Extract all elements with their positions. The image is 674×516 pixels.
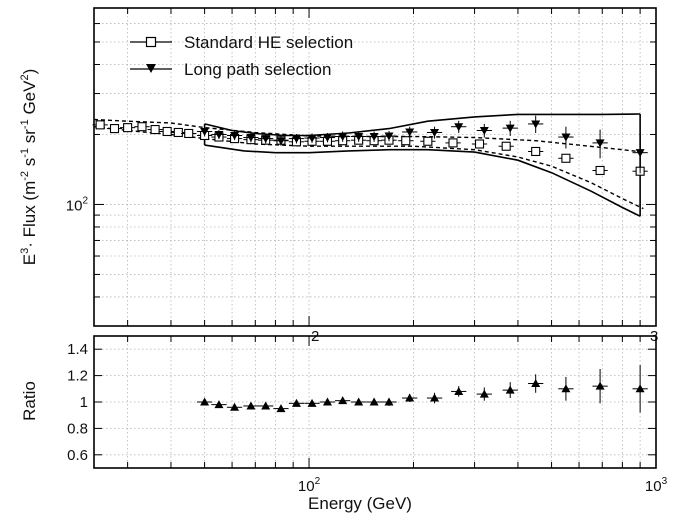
legend-entry-standard-he: Standard HE selection [130,33,353,52]
ratio-y-tick-label: 0.6 [67,447,88,464]
ratio-point [505,385,515,394]
standard-he-point [401,136,411,146]
ratio-point [454,386,464,395]
standard-he-point [123,123,133,133]
standard-he-point [595,165,605,176]
long-path-point [369,133,379,142]
ratio-point [479,389,489,398]
ratio-y-axis-label: Ratio [20,381,39,421]
ratio-point [595,381,605,390]
legend-entry-long-path: Long path selection [130,60,331,79]
legend-filled-triangle-marker [146,64,156,73]
solid-band-upper [204,113,641,137]
ratio-y-tick-label: 1.4 [67,341,88,358]
ratio-point [354,397,364,406]
long-path-point [291,135,301,144]
ratio-point [384,397,394,406]
long-path-point [214,130,224,139]
long-path-point [430,128,440,137]
long-path-point [246,134,256,143]
ratio-series [196,365,648,413]
ratio-point [291,398,301,407]
x-axis-label: Energy (GeV) [308,494,412,513]
legend: Standard HE selection Long path selectio… [130,33,353,79]
long-path-point [200,127,210,136]
standard-he-point [150,124,160,135]
flux-axis-ticks [94,8,657,326]
long-path-point [561,133,571,142]
standard-he-point [162,126,172,137]
ratio-point [635,384,645,393]
ratio-point [430,393,440,402]
long-path-point [338,133,348,142]
standard-he-point [531,146,541,157]
ratio-x-tick-label-100: 102 [298,476,321,495]
long-path-point [405,128,415,137]
ratio-y-tick-label: 1 [80,394,88,411]
standard-he-point [173,127,183,138]
ratio-point [405,393,415,402]
flux-y-tick-label-100: 102 [66,195,89,214]
ratio-point [230,402,240,411]
long-path-point [261,135,271,144]
standard-he-point [184,128,194,139]
ratio-point [307,398,317,407]
flux-panel: 2 3 102 E3· Flux (m-2 s-1 sr-1 GeV2) Sta… [19,7,658,345]
ratio-point [561,384,571,393]
ratio-point [369,397,379,406]
ratio-point [276,404,286,413]
long-path-point [307,134,317,143]
ratio-point [214,400,224,409]
ratio-point [246,401,256,410]
ratio-point [531,379,541,388]
standard-he-point [137,122,147,132]
ratio-y-tick-label: 1.2 [67,368,88,385]
standard-he-point [423,136,433,146]
long-path-point [635,149,645,158]
ratio-y-tick-label: 0.8 [67,420,88,437]
flux-y-axis-label: E3· Flux (m-2 s-1 sr-1 GeV2) [19,69,39,266]
legend-label-long-path: Long path selection [184,60,331,79]
ratio-axis-ticks [94,336,657,468]
ratio-point [200,397,210,406]
ratio-panel: 0.6 0.8 1 1.2 1.4 102 103 Ratio Energy (… [20,335,668,513]
solid-band-lower [204,144,641,217]
legend-open-square-marker [145,36,157,48]
ratio-point [338,396,348,405]
ratio-point [322,397,332,406]
long-path-point [276,137,286,146]
flux-plot-frame [93,7,657,327]
long-path-point [230,131,240,140]
flux-series [92,115,648,176]
standard-he-point [109,124,120,134]
long-path-point [595,139,605,148]
long-path-point [322,134,332,143]
standard-he-point [448,138,458,148]
ratio-point [261,401,271,410]
long-path-point [384,132,394,141]
standard-he-point [474,139,485,149]
flux-gridlines [94,8,656,326]
ratio-x-tick-label-1000: 103 [645,476,668,495]
long-path-point [354,133,364,142]
long-path-point [505,124,515,133]
long-path-point [479,127,489,136]
long-path-point [454,123,464,132]
standard-he-point [501,141,511,151]
long-path-point [531,120,541,129]
standard-he-point [561,153,571,163]
standard-he-point [95,120,105,130]
legend-label-standard-he: Standard HE selection [184,33,353,52]
